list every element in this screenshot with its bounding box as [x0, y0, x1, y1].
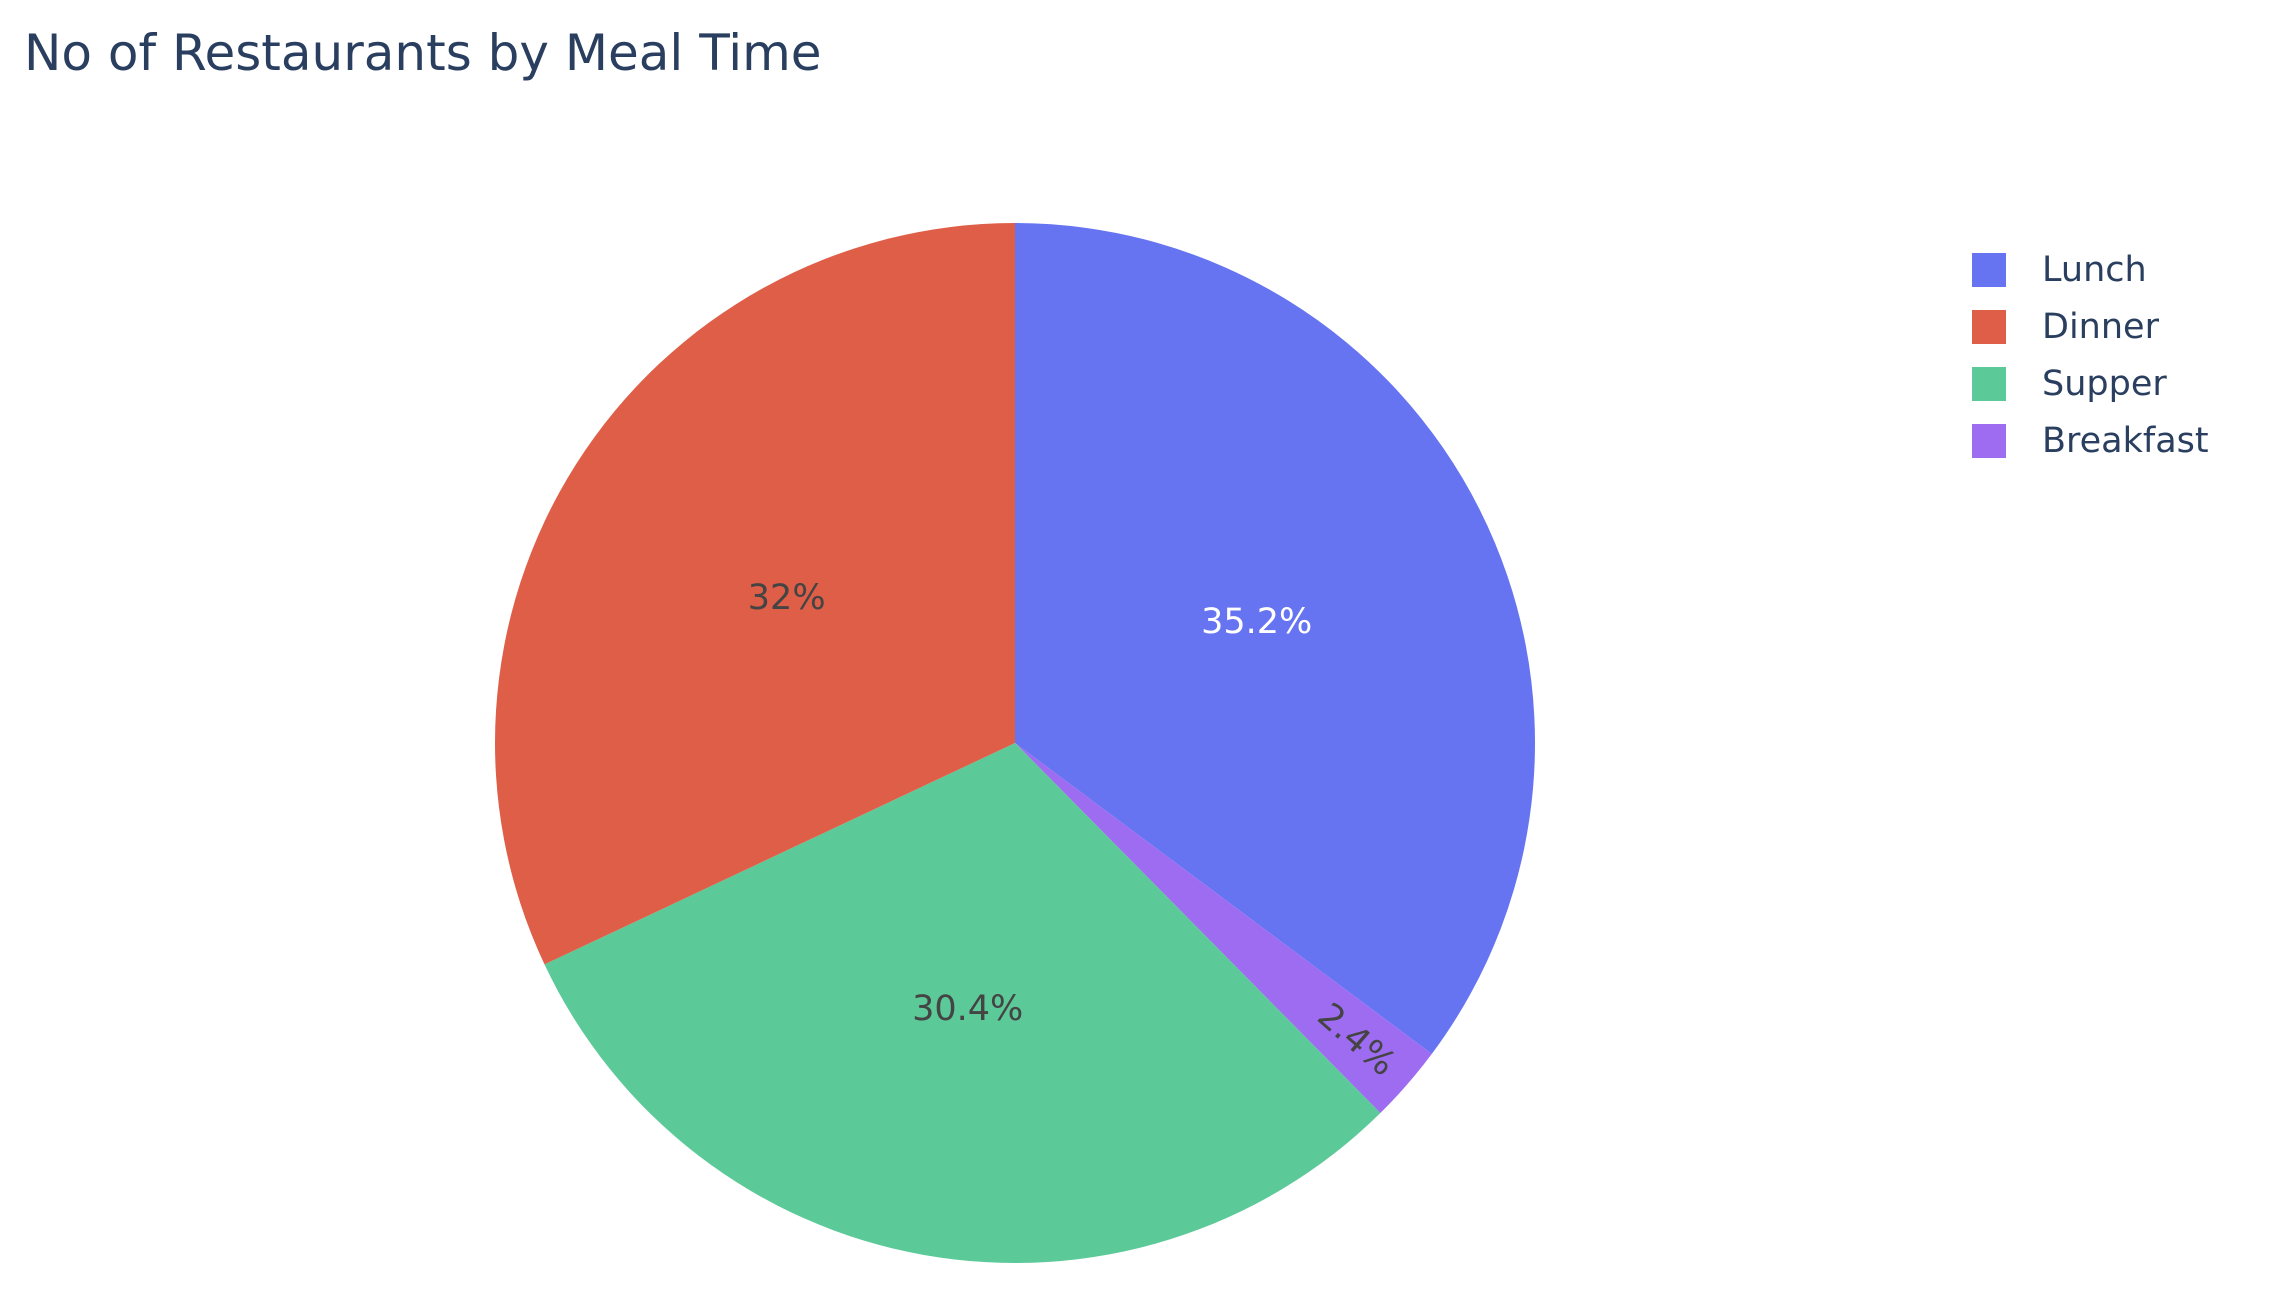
legend-label-lunch: Lunch [2042, 250, 2147, 290]
pie-slice-lunch[interactable] [1015, 223, 1536, 1054]
pie-slices [494, 223, 1536, 1263]
legend-item-lunch[interactable]: Lunch [1972, 250, 2147, 290]
slice-label-lunch: 35.2% [1201, 602, 1312, 642]
pie-slice-supper[interactable] [544, 743, 1381, 1263]
legend-swatch-supper [1972, 367, 2006, 401]
legend-swatch-lunch [1972, 253, 2006, 287]
chart-title: No of Restaurants by Meal Time [24, 24, 822, 82]
legend-swatch-breakfast [1972, 424, 2006, 458]
legend-swatch-dinner [1972, 310, 2006, 344]
legend-label-breakfast: Breakfast [2042, 421, 2209, 461]
legend-item-dinner[interactable]: Dinner [1972, 307, 2160, 347]
legend-item-breakfast[interactable]: Breakfast [1972, 421, 2209, 461]
pie-slice-breakfast[interactable] [1015, 743, 1432, 1113]
legend-item-supper[interactable]: Supper [1972, 364, 2167, 404]
legend-label-dinner: Dinner [2042, 307, 2160, 347]
pie-slice-dinner[interactable] [494, 223, 1015, 965]
legend-label-supper: Supper [2042, 364, 2167, 404]
legend: Lunch Dinner Supper Breakfast [1972, 250, 2209, 461]
slice-label-supper: 30.4% [912, 989, 1023, 1029]
slice-label-dinner: 32% [748, 578, 826, 618]
